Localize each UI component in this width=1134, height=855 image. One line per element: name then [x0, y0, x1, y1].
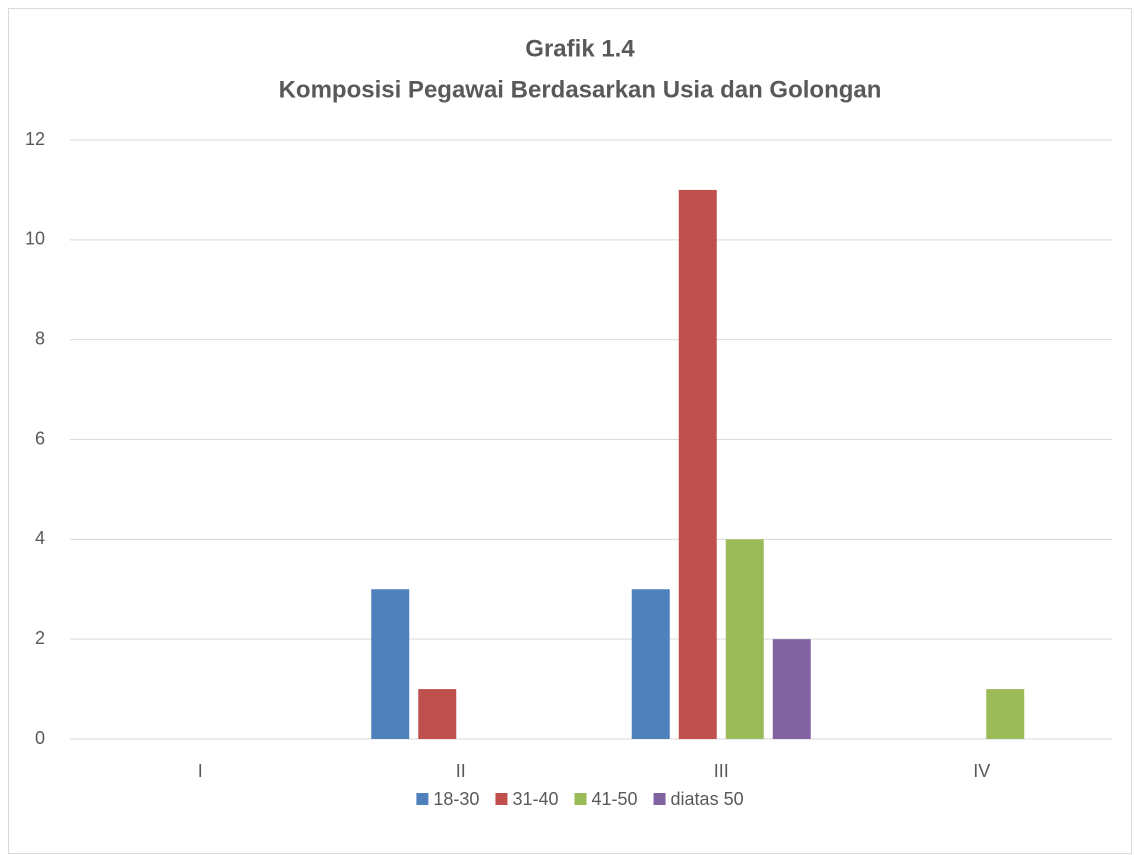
y-tick-label: 4 — [35, 528, 45, 548]
legend-label: 41-50 — [591, 789, 637, 809]
bar — [986, 689, 1025, 739]
y-tick-label: 12 — [25, 129, 45, 149]
chart-frame — [8, 8, 1132, 854]
bar — [371, 589, 410, 739]
bar — [725, 539, 764, 739]
bar — [772, 639, 811, 739]
legend-swatch — [574, 793, 587, 805]
x-tick-label: III — [714, 761, 729, 781]
legend-swatch — [416, 793, 429, 805]
y-tick-label: 10 — [25, 229, 45, 249]
y-tick-label: 8 — [35, 328, 45, 348]
x-tick-label: IV — [973, 761, 990, 781]
chart-title: Grafik 1.4 — [525, 35, 635, 62]
x-tick-label: II — [456, 761, 466, 781]
legend-label: 18-30 — [433, 789, 479, 809]
bar — [678, 189, 717, 739]
legend-swatch — [653, 793, 666, 805]
y-tick-label: 6 — [35, 428, 45, 448]
x-tick-label: I — [198, 761, 203, 781]
y-tick-label: 0 — [35, 728, 45, 748]
chart-subtitle: Komposisi Pegawai Berdasarkan Usia dan G… — [279, 76, 882, 103]
legend-label: 31-40 — [512, 789, 558, 809]
bar — [631, 589, 670, 739]
legend-label: diatas 50 — [671, 789, 744, 809]
bar — [418, 689, 457, 739]
legend-swatch — [495, 793, 508, 805]
y-tick-label: 2 — [35, 628, 45, 648]
